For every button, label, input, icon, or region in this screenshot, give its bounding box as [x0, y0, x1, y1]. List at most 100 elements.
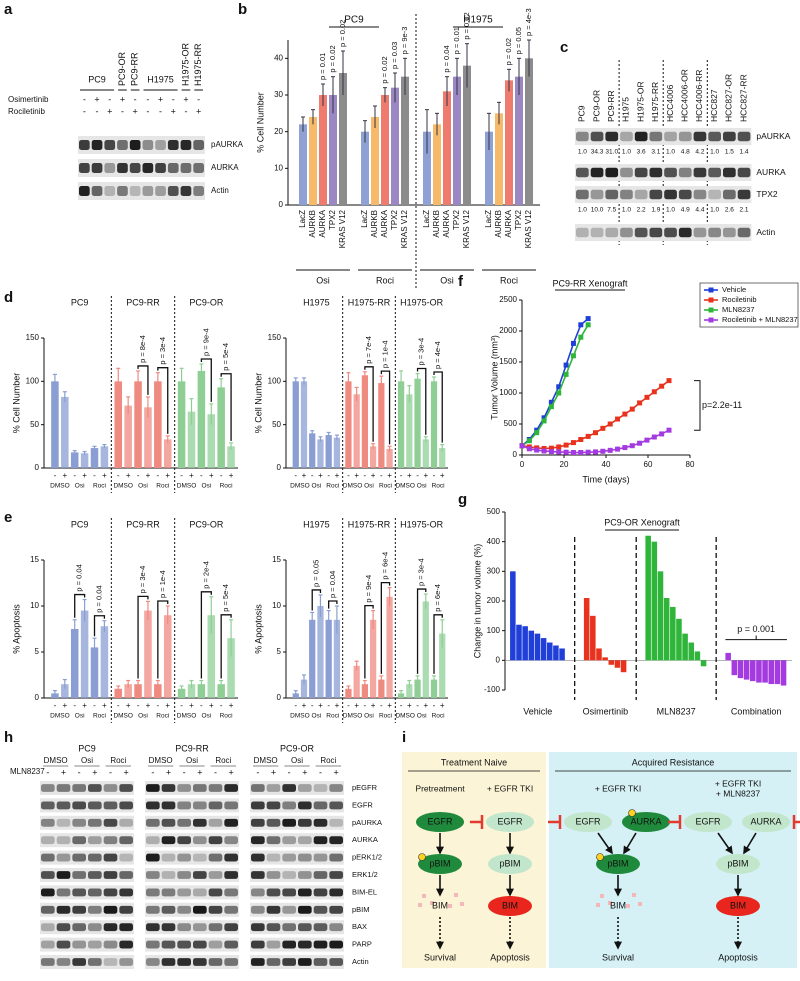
treatment: Osi: [364, 483, 374, 490]
bar: [61, 684, 69, 698]
axis-label: Change in tumor volume (%): [472, 544, 482, 659]
panel-letter: a: [4, 1, 13, 18]
blot-label: pEGFR: [352, 783, 378, 792]
blot-band: [161, 940, 176, 949]
blot-band: [146, 818, 160, 827]
blot-band: [56, 923, 71, 932]
blot-band: [146, 853, 160, 862]
blot-band: [103, 923, 118, 932]
y-tick-label: 500: [504, 419, 518, 428]
blot-band: [208, 784, 223, 792]
y-tick-label: 20: [274, 127, 283, 136]
x-tick-label: AURKA: [504, 209, 513, 237]
blot-band: [177, 871, 191, 879]
blot-band: [177, 853, 191, 862]
blot-band: [88, 853, 102, 862]
sign: -: [256, 767, 259, 777]
cell-line: HCC4006-OR: [680, 69, 690, 122]
treatment: Osi: [138, 483, 148, 490]
blot-band: [103, 784, 118, 792]
row-label: MLN8237: [10, 767, 45, 776]
blot-band: [251, 836, 265, 845]
blot-band: [56, 836, 71, 845]
blot-band: [72, 801, 86, 810]
treatment: DMSO: [177, 713, 197, 720]
treatment: Osi: [75, 483, 85, 490]
y-tick-label: 2500: [499, 295, 517, 304]
sign: -: [151, 767, 154, 777]
blot-band: [88, 905, 102, 914]
sign: -: [327, 701, 330, 710]
point: [600, 425, 606, 431]
group-title: H1975-RR: [348, 297, 391, 307]
y-tick-label: 500: [487, 507, 501, 516]
blot-band: [329, 905, 343, 914]
x-tick-label: AURKA: [442, 209, 451, 237]
point: [563, 362, 569, 368]
point: [526, 438, 532, 444]
quantification: 2.6: [725, 207, 734, 214]
axis-label: % Cell Number: [253, 373, 263, 434]
chart-title: PC9-OR Xenograft: [604, 517, 680, 527]
blot-label: AURKA: [211, 163, 239, 172]
bar: [309, 433, 316, 468]
legend-label: Rociletinib: [722, 295, 757, 304]
bar: [325, 435, 332, 468]
blot-band: [193, 958, 207, 966]
bar: [163, 439, 172, 468]
treatment: Osi: [417, 713, 427, 720]
bar: [134, 381, 142, 468]
bar: [329, 95, 337, 205]
blot-band: [177, 905, 191, 914]
treatment: Osi: [138, 713, 148, 720]
node: [416, 812, 464, 832]
bracket: [364, 366, 374, 442]
blot-band: [161, 818, 176, 827]
bar: [406, 394, 413, 468]
bracket: [157, 600, 169, 679]
blot-label: Actin: [352, 957, 369, 966]
treatment: Roci: [320, 756, 336, 765]
p-value: p = 0.05: [514, 27, 523, 54]
blot-band: [146, 836, 160, 845]
blot-band: [590, 189, 604, 200]
point: [666, 427, 672, 433]
bar: [80, 453, 89, 468]
y-tick-label: 100: [487, 626, 501, 635]
bar: [177, 688, 186, 698]
sign: +: [189, 701, 194, 710]
point: [541, 415, 547, 421]
blot-band: [193, 784, 207, 792]
cell-line: PC9: [344, 15, 364, 26]
cell-line: PC9: [577, 105, 587, 122]
x-tick-label: 80: [686, 460, 695, 469]
blot-band: [177, 801, 191, 810]
bar: [100, 446, 109, 468]
sign: +: [302, 701, 307, 710]
blot-band: [208, 940, 223, 949]
bar: [540, 638, 547, 661]
sign: -: [108, 94, 111, 104]
point: [651, 434, 657, 440]
blot-band: [129, 162, 141, 174]
sign: -: [183, 767, 186, 777]
blot-band: [298, 958, 312, 966]
bar: [750, 660, 756, 682]
blot-band: [104, 185, 116, 197]
y-tick-label: 150: [268, 333, 282, 342]
blot-band: [155, 185, 166, 197]
group-label: Vehicle: [523, 706, 552, 716]
sign: -: [93, 471, 96, 480]
blot-band: [590, 131, 604, 142]
blot-band: [224, 853, 238, 862]
blot-band: [664, 131, 677, 142]
blot-band: [161, 836, 176, 845]
point: [570, 340, 576, 346]
quantification: 1.0: [710, 207, 719, 214]
node: [596, 854, 640, 874]
sign: +: [229, 471, 234, 480]
blot-band: [251, 801, 265, 810]
bar: [386, 448, 393, 468]
sign: -: [327, 471, 330, 480]
fade-dot: [430, 901, 434, 905]
